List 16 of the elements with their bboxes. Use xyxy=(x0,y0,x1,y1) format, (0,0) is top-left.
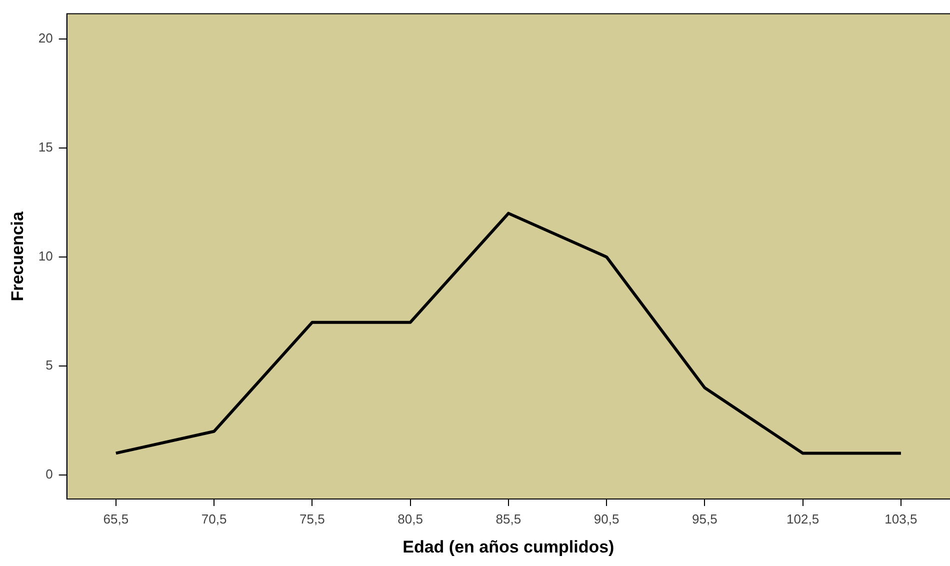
y-tick-label: 10 xyxy=(38,248,53,264)
y-tick-label: 20 xyxy=(38,30,53,46)
x-tick-label: 102,5 xyxy=(786,511,820,526)
x-tick-label: 75,5 xyxy=(300,511,325,526)
y-tick-label: 5 xyxy=(46,358,53,373)
x-tick-label: 95,5 xyxy=(692,511,718,526)
x-tick-label: 65,5 xyxy=(103,511,129,526)
y-tick-label: 0 xyxy=(46,466,53,482)
x-tick-label: 90,5 xyxy=(594,511,620,526)
x-tick-label: 103,5 xyxy=(884,511,918,526)
x-tick-label: 70,5 xyxy=(201,511,227,526)
y-axis-title: Frecuencia xyxy=(8,210,27,302)
y-tick-label: 15 xyxy=(38,139,53,154)
x-tick-label: 85,5 xyxy=(496,511,522,526)
x-axis-title: Edad (en años cumplidos) xyxy=(402,537,614,556)
x-tick-label: 80,5 xyxy=(398,511,423,526)
